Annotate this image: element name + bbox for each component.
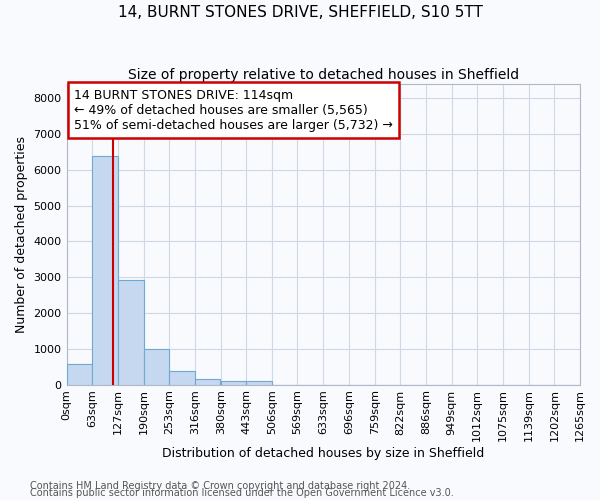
Bar	[67, 364, 92, 384]
Text: Contains HM Land Registry data © Crown copyright and database right 2024.: Contains HM Land Registry data © Crown c…	[30, 481, 410, 491]
Bar	[118, 280, 143, 384]
Bar	[169, 371, 195, 384]
Bar	[195, 379, 220, 384]
Text: Contains public sector information licensed under the Open Government Licence v3: Contains public sector information licen…	[30, 488, 454, 498]
Bar	[92, 156, 118, 384]
Bar	[221, 382, 247, 384]
Bar	[143, 349, 169, 384]
Bar	[247, 382, 272, 384]
Text: 14, BURNT STONES DRIVE, SHEFFIELD, S10 5TT: 14, BURNT STONES DRIVE, SHEFFIELD, S10 5…	[118, 5, 482, 20]
Title: Size of property relative to detached houses in Sheffield: Size of property relative to detached ho…	[128, 68, 519, 82]
X-axis label: Distribution of detached houses by size in Sheffield: Distribution of detached houses by size …	[162, 447, 484, 460]
Y-axis label: Number of detached properties: Number of detached properties	[15, 136, 28, 333]
Text: 14 BURNT STONES DRIVE: 114sqm
← 49% of detached houses are smaller (5,565)
51% o: 14 BURNT STONES DRIVE: 114sqm ← 49% of d…	[74, 88, 393, 132]
